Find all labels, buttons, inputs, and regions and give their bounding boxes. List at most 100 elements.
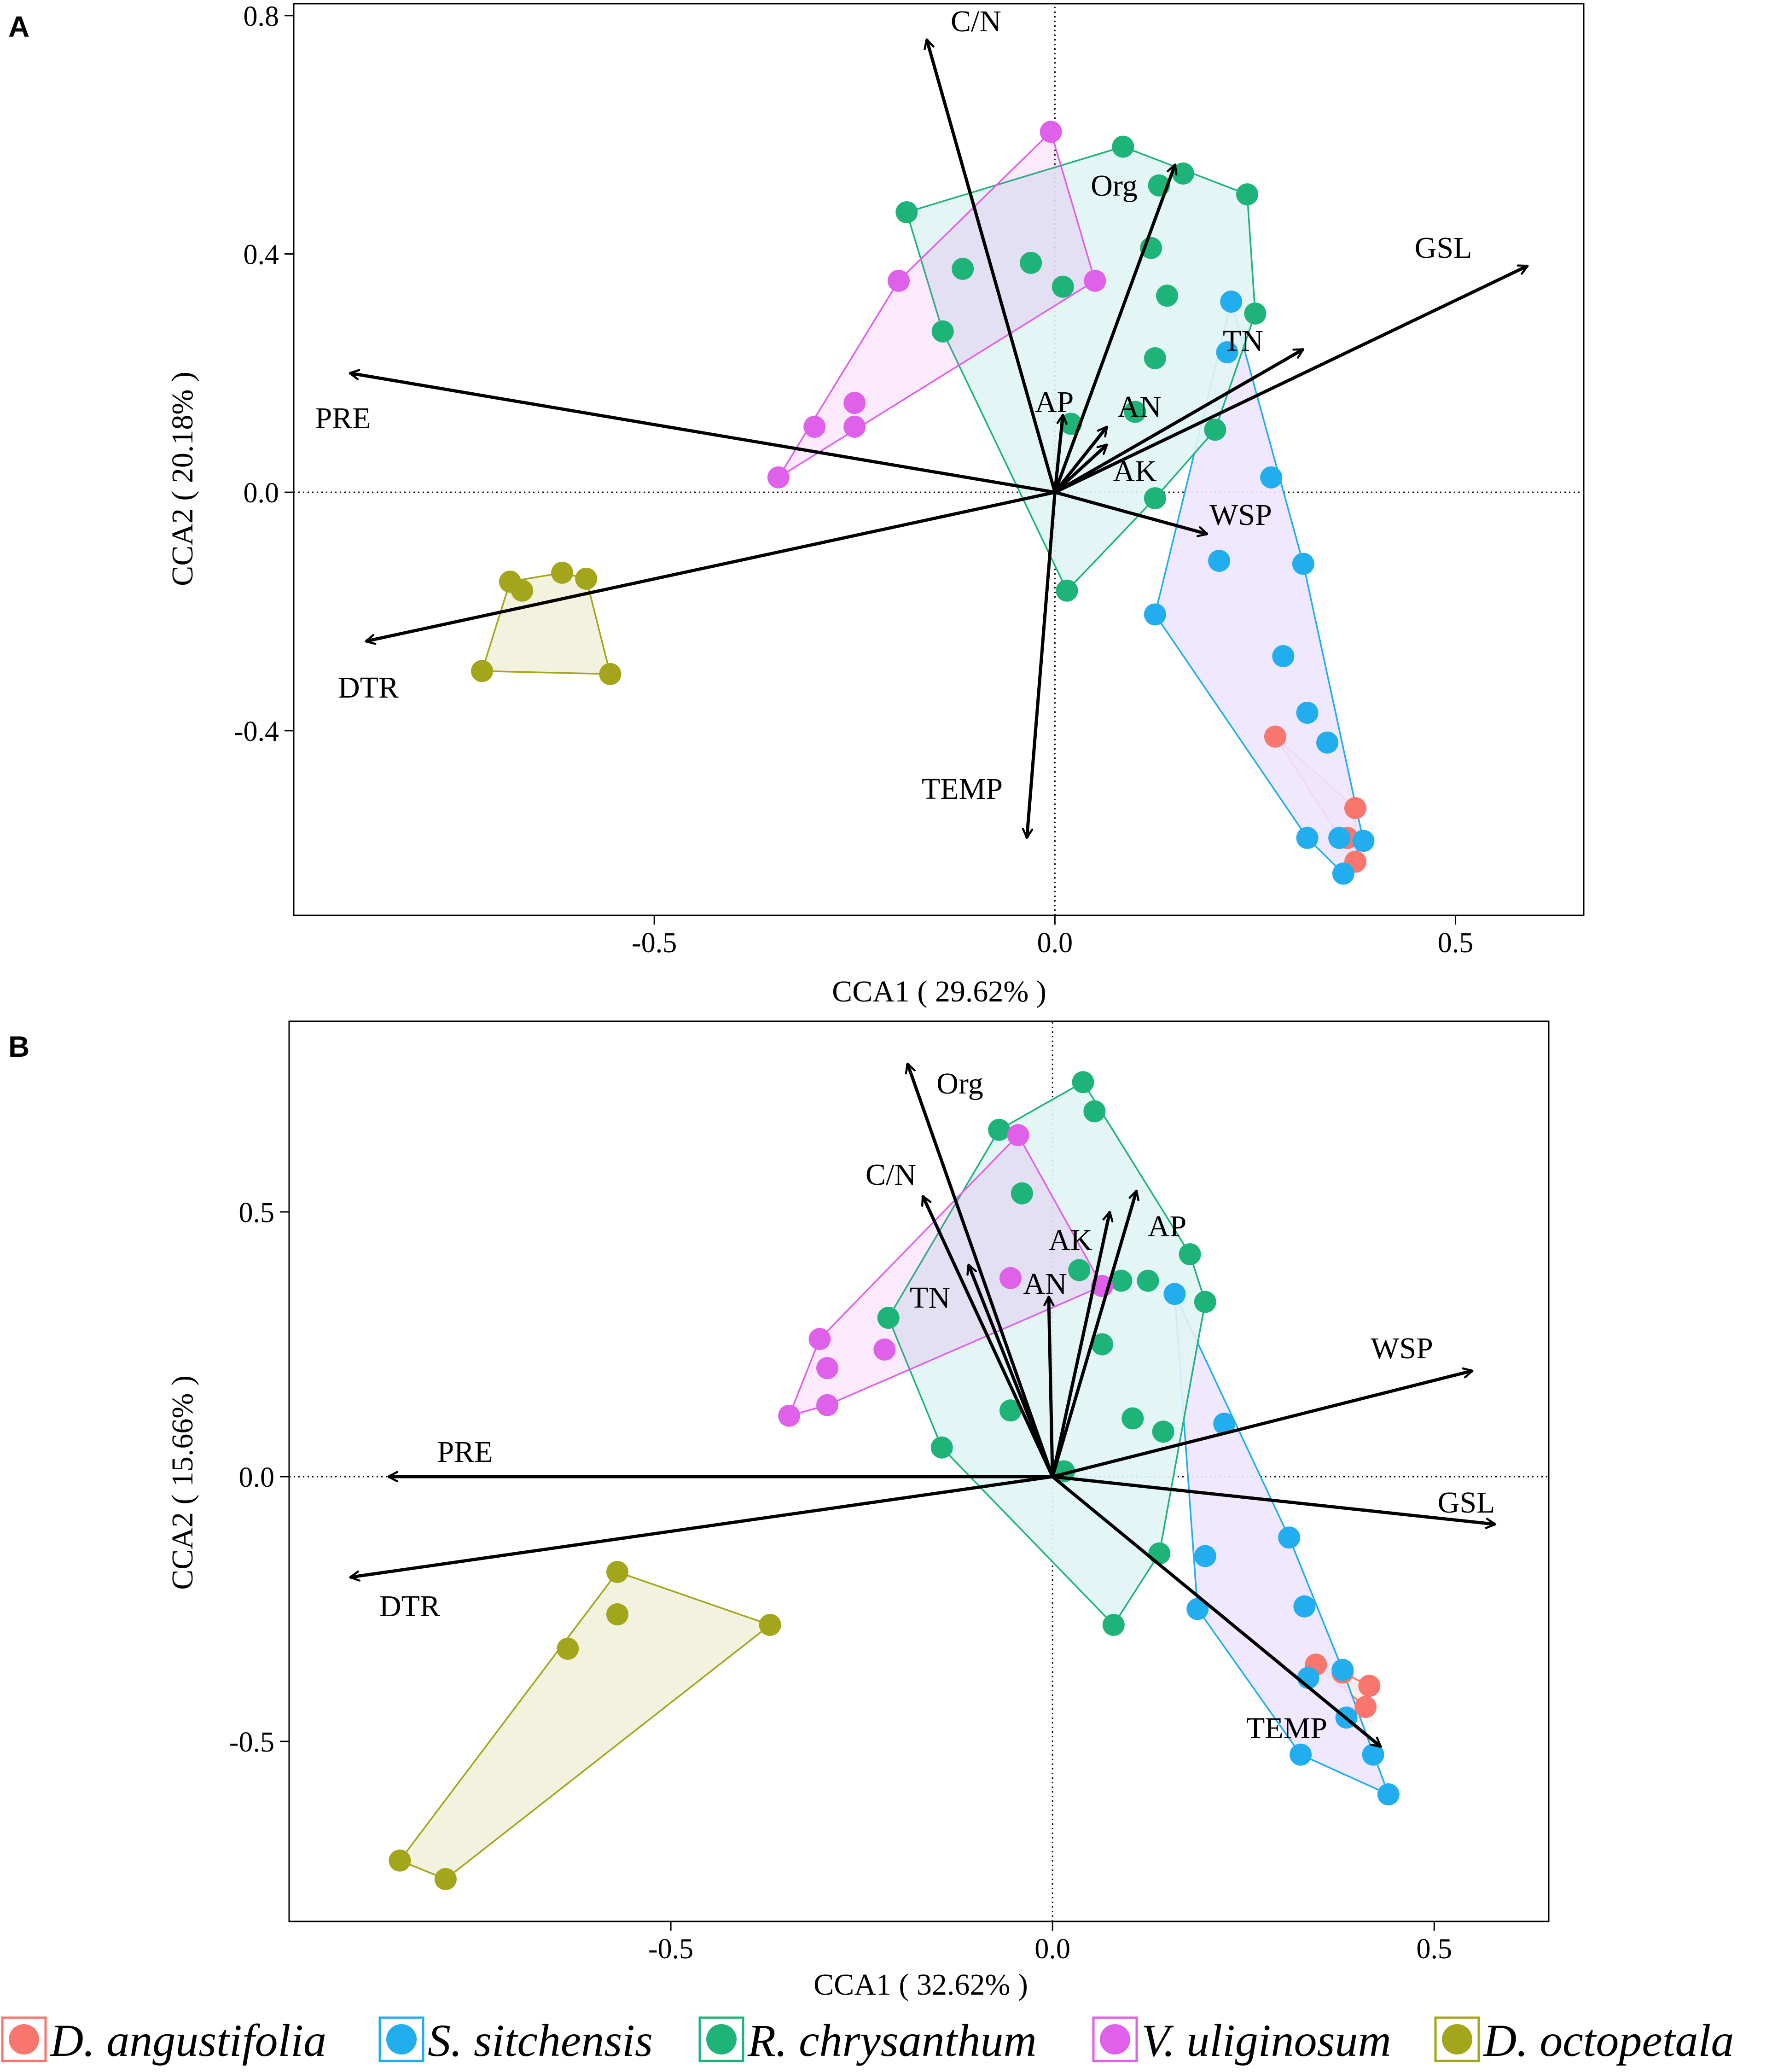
legend-item-d-angustifolia: D. angustifolia	[1, 2015, 326, 2066]
panel-a-vector-label-an: AN	[1117, 390, 1161, 424]
panel-a-point-v-uliginosum	[767, 466, 790, 489]
panel-b-point-r-chrysanthum	[988, 1118, 1011, 1141]
panel-b-point-r-chrysanthum	[1152, 1420, 1174, 1443]
panel-a-point-s-sitchensis	[1292, 553, 1314, 575]
panel-a-point-s-sitchensis	[1352, 830, 1375, 852]
panel-b-vector-tn	[969, 1265, 1054, 1478]
panel-b-point-r-chrysanthum	[1110, 1269, 1133, 1292]
panel-b-point-v-uliginosum	[1007, 1124, 1029, 1147]
panel-b-vector-label-c-n: C/N	[866, 1158, 916, 1192]
panel-b-point-r-chrysanthum	[1083, 1100, 1106, 1123]
panel-a-point-r-chrysanthum	[931, 320, 954, 343]
panel-a-vector-dtr	[366, 490, 1056, 641]
panel-b-vector-an	[1049, 1297, 1052, 1477]
panel-a-vector-label-org: Org	[1091, 169, 1137, 203]
panel-a-point-d-angustifolia	[1344, 797, 1366, 820]
panel-a-point-s-sitchensis	[1272, 645, 1295, 668]
panel-b-vector-label-ak: AK	[1048, 1223, 1092, 1257]
panel-b-x-tick-label: 0.5	[1417, 1933, 1453, 1965]
legend-label: S. sitchensis	[428, 2015, 653, 2066]
panel-b-vector-ap	[1051, 1191, 1136, 1477]
panel-b-point-d-octopetala	[434, 1868, 457, 1890]
panel-a-point-r-chrysanthum	[1236, 183, 1259, 206]
panel-b-y-axis-label: CCA2 ( 15.66% )	[166, 1375, 199, 1590]
legend: D. angustifolia S. sitchensis R. chrysanth…	[1, 2015, 1734, 2066]
panel-a-point-r-chrysanthum	[1056, 579, 1078, 602]
panel-a-vector-tn	[1054, 348, 1303, 494]
legend-item-r-chrysanthum: R. chrysanthum	[698, 2015, 1037, 2066]
panel-a-point-s-sitchensis	[1260, 466, 1283, 489]
panel-a-vector-temp	[1027, 492, 1057, 838]
panel-a-vector-label-ap: AP	[1035, 385, 1074, 419]
panel-b-point-v-uliginosum	[816, 1394, 839, 1416]
panel-b-hull-d-octopetala	[398, 1571, 772, 1880]
panel-b-point-d-octopetala	[606, 1561, 629, 1583]
panel-a-vector-org	[1053, 164, 1175, 493]
legend-key-dot	[386, 2024, 417, 2055]
panel-b-vector-label-gsl: GSL	[1438, 1486, 1495, 1519]
panel-b-vector-ak	[1051, 1212, 1110, 1477]
panel-a-point-d-octopetala	[551, 561, 574, 584]
panel-b-point-d-octopetala	[606, 1603, 629, 1625]
panel-b-y-tick-label: 0.5	[239, 1197, 275, 1228]
panel-b-point-s-sitchensis	[1331, 1659, 1354, 1681]
panel-a-vector-an	[1053, 427, 1109, 494]
panel-b-y-tick-label: 0.0	[239, 1462, 275, 1493]
legend-item-s-sitchensis: S. sitchensis	[378, 2015, 653, 2066]
panel-b-vector-org	[907, 1064, 1054, 1478]
panel-b-point-r-chrysanthum	[1068, 1259, 1091, 1281]
panel-a-point-r-chrysanthum	[895, 201, 918, 223]
panel-a-vector-c-n	[927, 40, 1057, 493]
panel-a-point-s-sitchensis	[1332, 862, 1354, 885]
panel-a-point-r-chrysanthum	[1144, 347, 1166, 369]
panel-a-hulls	[481, 130, 1365, 875]
panel-a-point-s-sitchensis	[1220, 291, 1243, 313]
panel-b-point-r-chrysanthum	[1148, 1542, 1171, 1565]
panel-a-vector-label-ak: AK	[1113, 454, 1156, 488]
panel-b-vector-dtr	[350, 1475, 1053, 1577]
panel-b-letter: B	[8, 1030, 29, 1063]
panel-a-vector-ap	[1053, 415, 1063, 493]
panel-b-vector-label-wsp: WSP	[1371, 1332, 1433, 1365]
panel-a-point-r-chrysanthum	[1020, 251, 1042, 274]
panel-b-point-v-uliginosum	[999, 1267, 1022, 1289]
panel-a-point-v-uliginosum	[803, 415, 826, 438]
panel-b-point-r-chrysanthum	[1011, 1182, 1033, 1205]
panel-a-point-d-octopetala	[511, 579, 534, 602]
panel-b-point-d-octopetala	[759, 1614, 781, 1636]
panel-b-point-d-octopetala	[557, 1637, 579, 1660]
panel-b-vector-label-temp: TEMP	[1246, 1711, 1327, 1745]
panel-a-x-tick-label: -0.5	[632, 927, 677, 959]
panel-a-point-d-octopetala	[471, 660, 493, 682]
panel-a-point-r-chrysanthum	[1052, 275, 1074, 298]
panel-a-vector-pre	[350, 373, 1055, 494]
panel-b-vector-label-ap: AP	[1148, 1210, 1186, 1243]
panel-a-point-s-sitchensis	[1208, 550, 1231, 572]
panel-a-point-r-chrysanthum	[1244, 302, 1267, 325]
panel-b-point-r-chrysanthum	[1091, 1333, 1113, 1356]
panel-a-points	[471, 121, 1375, 885]
panel-a-point-v-uliginosum	[1084, 269, 1106, 292]
panel-b-points	[389, 1071, 1400, 1890]
panel-b-vector-temp	[1051, 1475, 1381, 1748]
panel-b-point-s-sitchensis	[1377, 1783, 1400, 1805]
legend-item-v-uliginosum: V. uliginosum	[1092, 2015, 1391, 2066]
panel-a-point-s-sitchensis	[1328, 826, 1351, 849]
panel-b-point-s-sitchensis	[1290, 1743, 1312, 1766]
panel-b-vector-label-org: Org	[936, 1067, 983, 1100]
panel-a-y-axis-label: CCA2 ( 20.18% )	[166, 372, 199, 586]
panel-b-vector-label-dtr: DTR	[379, 1589, 440, 1623]
panel-a-point-r-chrysanthum	[1112, 135, 1134, 158]
panel-b-vector-label-pre: PRE	[437, 1435, 493, 1469]
panel-a-y-tick-label: 0.0	[244, 477, 279, 509]
panel-b-zero-lines	[289, 1021, 1549, 1921]
panel-a-y-tick-label: 0.4	[244, 239, 279, 271]
panel-b-point-s-sitchensis	[1278, 1526, 1301, 1549]
panel-b-point-r-chrysanthum	[1194, 1291, 1216, 1313]
panel-a-vector-label-wsp: WSP	[1209, 498, 1272, 532]
legend-key-dot	[706, 2024, 737, 2055]
panel-a-point-r-chrysanthum	[1124, 401, 1146, 423]
panel-b-point-s-sitchensis	[1163, 1283, 1186, 1305]
panel-b-point-r-chrysanthum	[877, 1307, 900, 1329]
